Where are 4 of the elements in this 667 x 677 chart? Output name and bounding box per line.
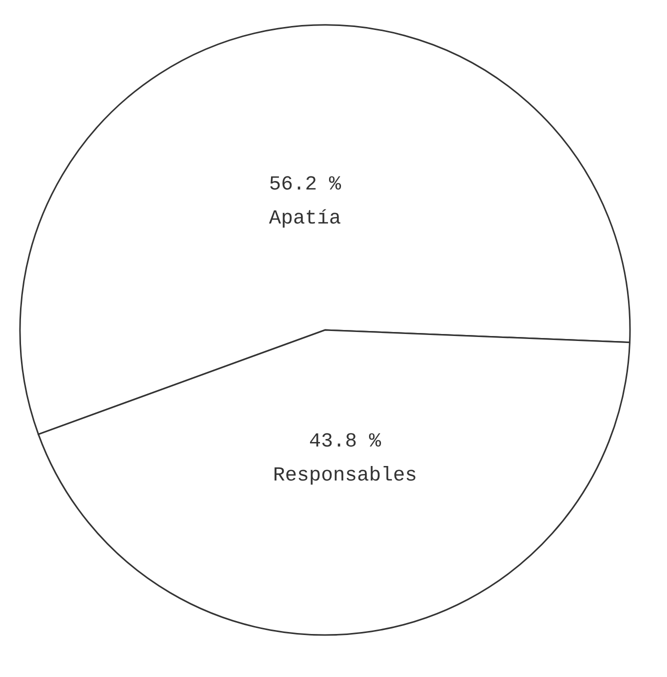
slice-label: Apatía: [269, 208, 342, 231]
slice-label: Responsables: [272, 464, 417, 488]
data-label: 43.8 %: [308, 430, 382, 454]
data-label: 56.2 %: [269, 174, 342, 197]
